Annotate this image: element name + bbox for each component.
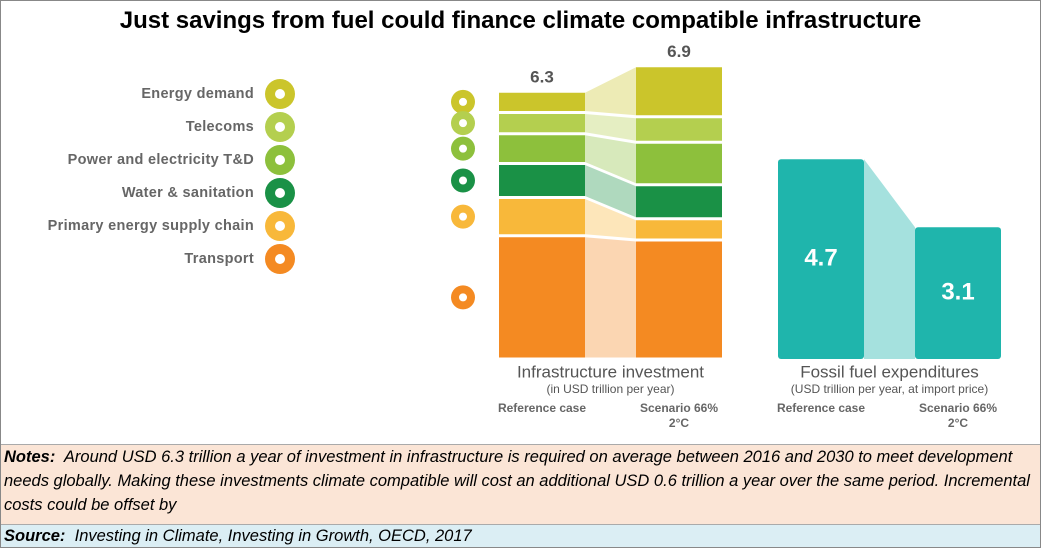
connector — [585, 67, 636, 116]
legend-label: Energy demand — [141, 86, 254, 102]
bar — [778, 159, 864, 359]
source: Source: Investing in Climate, Investing … — [1, 524, 1040, 547]
panel-subtitle: (USD trillion per year, at import price) — [791, 382, 988, 396]
bar-segment — [499, 92, 585, 111]
notes: Notes: Around USD 6.3 trillion a year of… — [1, 444, 1040, 524]
connector — [585, 135, 636, 184]
value-label: 4.7 — [804, 244, 837, 271]
legend-icon-glyph — [275, 221, 285, 231]
total-label: 6.3 — [530, 68, 554, 87]
legend-icon-glyph — [275, 155, 285, 165]
notes-label: Notes: — [4, 448, 56, 466]
bar-segment — [636, 143, 722, 184]
value-label: 3.1 — [941, 278, 974, 305]
legend-label: Transport — [184, 251, 254, 267]
bar-segment — [636, 220, 722, 239]
segment-icon-glyph — [459, 144, 467, 153]
source-label: Source: — [4, 527, 66, 545]
category-label: Reference case — [497, 401, 587, 415]
segment-icon-glyph — [459, 212, 467, 221]
connector — [585, 165, 636, 218]
connector — [585, 237, 636, 358]
category-label: Scenario 66% 2°C — [639, 401, 719, 430]
chart: Energy demand Telecoms Power and electrici… — [48, 42, 1001, 396]
bar-segment — [636, 241, 722, 358]
legend-icon-glyph — [275, 122, 285, 132]
legend-label: Power and electricity T&D — [68, 152, 254, 168]
category-label: Scenario 66% 2°C — [918, 401, 998, 430]
bar-segment — [636, 67, 722, 116]
connector — [864, 159, 915, 359]
bar-segment — [499, 237, 585, 358]
bar-segment — [499, 114, 585, 133]
panel-title: Infrastructure investment — [517, 362, 704, 381]
legend-icon-glyph — [275, 89, 285, 99]
connector — [585, 199, 636, 239]
bar-segment — [499, 199, 585, 235]
bar-segment — [499, 165, 585, 196]
total-label: 6.9 — [667, 42, 691, 61]
legend-label: Primary energy supply chain — [48, 218, 254, 234]
segment-icon-glyph — [459, 97, 467, 106]
bar — [915, 227, 1001, 359]
title: Just savings from fuel could finance cli… — [119, 7, 922, 34]
legend-icon-glyph — [275, 254, 285, 264]
connector — [585, 114, 636, 141]
bar-segment — [499, 135, 585, 162]
segment-icon-glyph — [459, 293, 467, 302]
category-label: Reference case — [776, 401, 866, 415]
segment-icon-glyph — [459, 176, 467, 185]
legend-icon-glyph — [275, 188, 285, 198]
segment-icon-glyph — [459, 119, 467, 128]
panel-title: Fossil fuel expenditures — [800, 362, 979, 381]
panel-subtitle: (in USD trillion per year) — [546, 382, 674, 396]
notes-text: Around USD 6.3 trillion a year of invest… — [4, 448, 1030, 514]
legend-label: Telecoms — [186, 119, 254, 135]
source-text: Investing in Climate, Investing in Growt… — [74, 527, 472, 545]
bar-segment — [636, 118, 722, 141]
legend-label: Water & sanitation — [122, 185, 254, 201]
bar-segment — [636, 186, 722, 218]
